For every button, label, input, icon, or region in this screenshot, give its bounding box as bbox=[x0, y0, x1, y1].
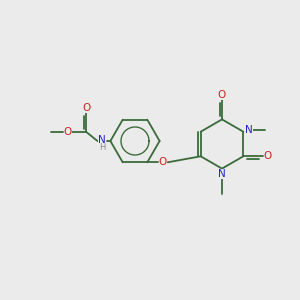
Text: O: O bbox=[64, 127, 72, 137]
Text: O: O bbox=[82, 103, 90, 113]
Text: O: O bbox=[159, 157, 167, 167]
Text: O: O bbox=[264, 151, 272, 161]
Text: N: N bbox=[245, 125, 253, 135]
Text: O: O bbox=[218, 90, 226, 100]
Text: N: N bbox=[98, 135, 106, 145]
Text: N: N bbox=[218, 169, 226, 179]
Text: H: H bbox=[99, 143, 105, 152]
